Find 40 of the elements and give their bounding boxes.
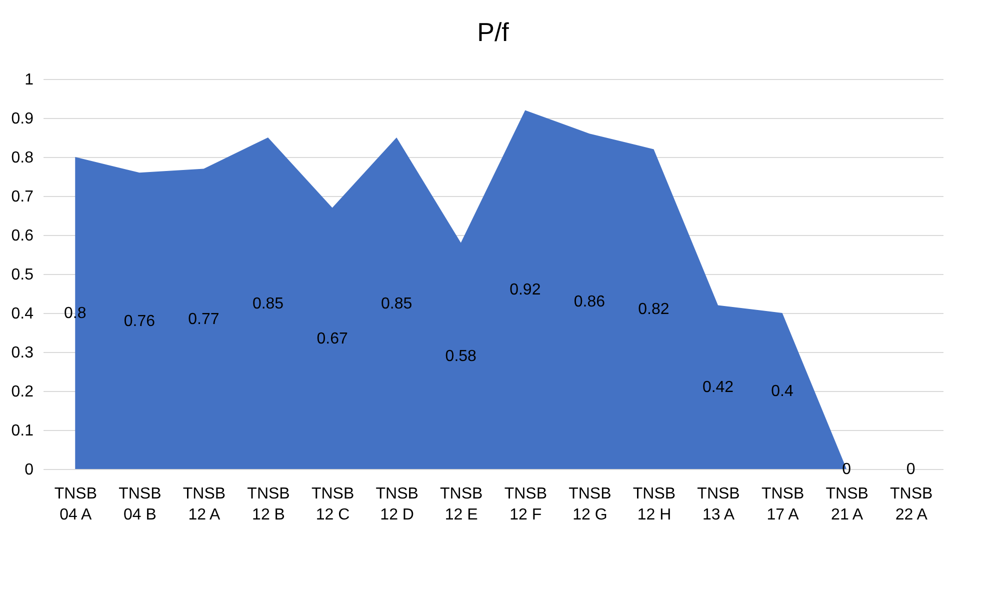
x-tick-label: TNSB 04 B	[118, 486, 162, 524]
text: 0.77	[188, 310, 220, 328]
x-tick-label: TNSB 22 A	[890, 486, 933, 524]
x-tick-label: TNSB 13 A	[697, 486, 740, 524]
y-tick-label: 0.3	[11, 344, 34, 362]
y-tick-label: 0.6	[11, 228, 34, 244]
y-tick-label: 0.4	[11, 306, 34, 322]
text: 0.86	[574, 293, 605, 310]
text: 0.42	[702, 379, 734, 396]
text: 0	[842, 461, 852, 478]
text: 0.8	[64, 305, 86, 322]
text: 0.67	[316, 330, 348, 348]
y-tick-label: 0	[24, 462, 34, 478]
x-tick-label: TNSB 12 A	[182, 486, 226, 524]
x-tick-label: TNSB 12 H	[632, 486, 676, 524]
text: 0.82	[638, 301, 670, 318]
x-tick-label: TNSB 12 G	[568, 486, 612, 524]
x-tick-label: TNSB 12 B	[247, 486, 290, 524]
x-tick-label: TNSB 17 A	[761, 486, 804, 524]
x-tick-label: TNSB 12 C	[311, 486, 354, 524]
y-tick-label: 0.7	[11, 188, 34, 206]
text: 0.85	[252, 295, 284, 312]
y-tick-label: 0.2	[11, 384, 34, 400]
y-tick-label: 1	[24, 72, 34, 88]
x-tick-label: TNSB 04 A	[54, 486, 97, 524]
chart-title: P/f	[477, 17, 510, 47]
text: 0	[906, 461, 916, 478]
text: 0.92	[510, 282, 541, 299]
text: 0.4	[771, 383, 794, 400]
x-tick-label: TNSB 12 D	[376, 486, 418, 524]
text: 0.85	[381, 295, 412, 312]
text: 0.58	[445, 348, 476, 365]
x-tick-label: TNSB 12 F	[504, 486, 547, 524]
x-tick-label: TNSB 12 E	[440, 486, 483, 524]
text: 0.76	[124, 312, 155, 330]
y-tick-label: 0.8	[11, 150, 34, 166]
y-tick-label: 0.5	[11, 266, 34, 284]
x-tick-label: TNSB 21 A	[826, 486, 868, 524]
y-tick-label: 0.1	[11, 422, 34, 440]
y-tick-label: 0.9	[11, 110, 34, 128]
